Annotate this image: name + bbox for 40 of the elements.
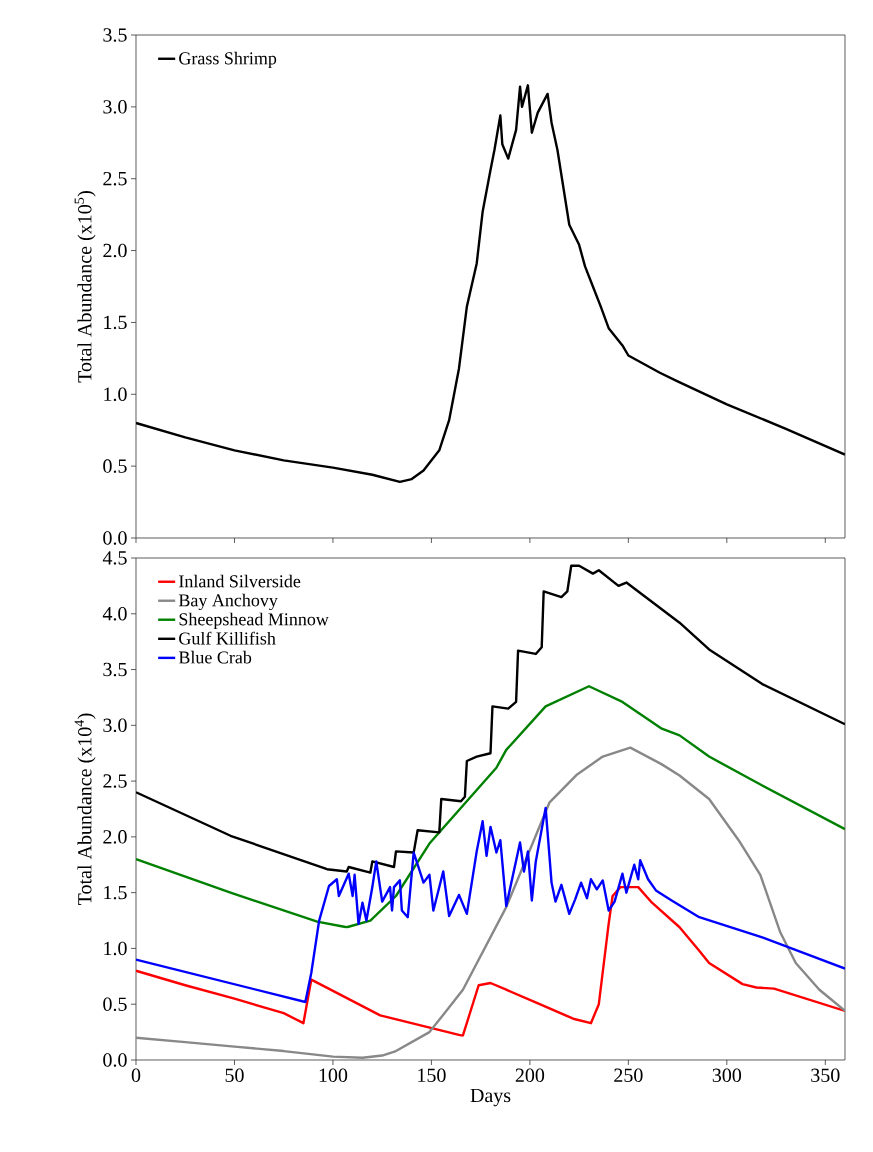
y-tick-label: 1.0 (104, 941, 127, 956)
line-series (136, 84, 845, 484)
legend-label: Sheepshead Minnow (179, 612, 329, 630)
line-series (136, 885, 845, 1037)
legend-label: Grass Shrimp (179, 51, 277, 69)
y-tick-label: 4.0 (102, 606, 127, 621)
y-tick-label: 3.5 (103, 28, 127, 42)
legend-label: Inland Silverside (179, 574, 301, 588)
legend-label: Blue Crab (178, 650, 252, 664)
legend-label: Bay Anchovy (178, 593, 278, 611)
x-tick-label: 350 (811, 1068, 840, 1083)
legend-label: Gulf Killifish (179, 631, 276, 645)
x-tick-label: 100 (319, 1068, 348, 1083)
x-tick-label: 200 (515, 1068, 545, 1083)
y-tick-label: 4.5 (102, 551, 127, 565)
y-axis-title: Total Abundance (x10$^{5}$) (74, 191, 96, 383)
y-tick-label: 2.5 (103, 774, 127, 788)
y-tick-label: 0.5 (103, 459, 127, 473)
y-tick-label: 3.5 (103, 662, 127, 677)
x-tick-label: 250 (614, 1068, 643, 1083)
x-tick-label: 150 (418, 1068, 446, 1083)
line-series (136, 806, 845, 1004)
y-tick-label: 1.5 (104, 315, 127, 330)
x-axis-title: Days (470, 1088, 511, 1107)
x-tick-label: 50 (225, 1068, 244, 1083)
y-tick-label: 2.5 (103, 171, 127, 186)
y-tick-label: 2.0 (103, 243, 127, 258)
y-axis-title: Total Abundance (x10$^{4}$) (74, 713, 96, 905)
y-tick-label: 1.0 (104, 387, 127, 402)
y-tick-label: 0.0 (103, 1053, 127, 1067)
line-series (136, 746, 845, 1059)
x-tick-label: 0 (131, 1068, 141, 1083)
y-tick-label: 0.0 (103, 531, 127, 545)
y-tick-label: 3.0 (103, 100, 127, 114)
y-tick-label: 2.0 (103, 830, 127, 844)
line-series (136, 564, 845, 874)
x-tick-label: 300 (712, 1068, 742, 1083)
y-tick-label: 3.0 (103, 718, 127, 733)
y-tick-label: 0.5 (103, 997, 127, 1012)
y-tick-label: 1.5 (104, 885, 127, 900)
